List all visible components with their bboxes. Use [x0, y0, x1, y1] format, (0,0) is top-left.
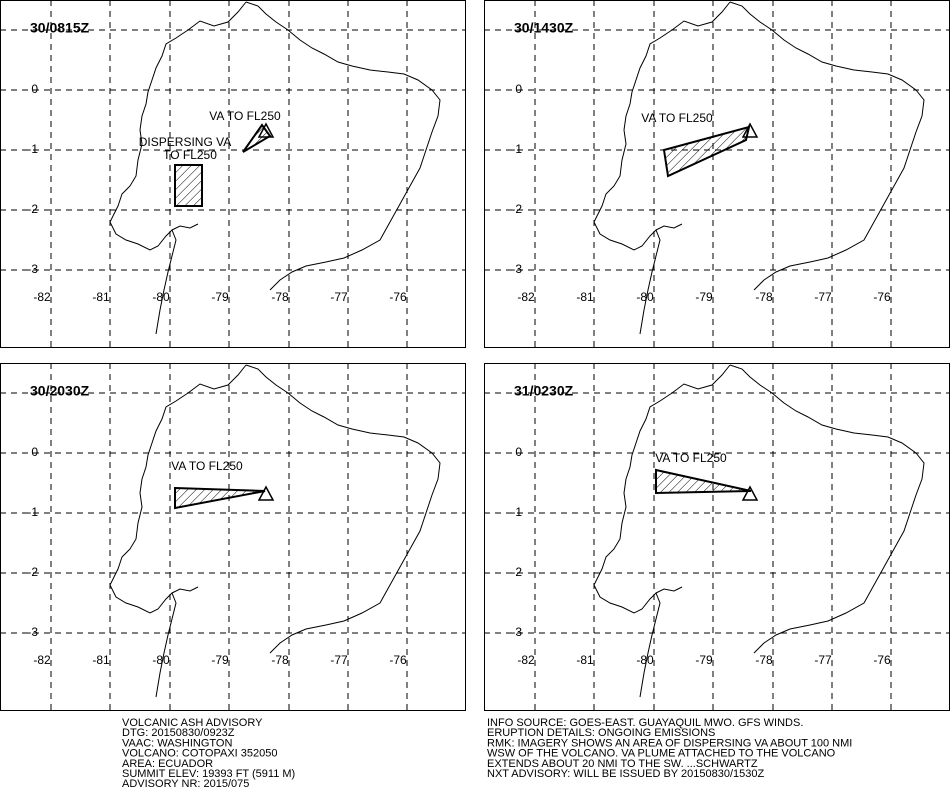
lon-label: -81: [576, 653, 594, 667]
lat-label: 0: [515, 82, 522, 96]
lon-label: -81: [92, 290, 110, 304]
lon-label: -79: [695, 290, 713, 304]
lon-label: -79: [211, 653, 229, 667]
valid-time: 30/2030Z: [30, 383, 90, 399]
lat-label: -1: [511, 142, 522, 156]
advisory-line: VOLCANIC ASH ADVISORY: [122, 717, 263, 729]
border: [171, 223, 199, 231]
volcano-marker: [257, 485, 275, 501]
lat-label: 0: [31, 82, 38, 96]
advisory-line: AREA: ECUADOR: [122, 758, 213, 770]
lon-label: -79: [211, 290, 229, 304]
border: [655, 586, 683, 594]
volcano-marker: [741, 122, 759, 138]
lat-label: -2: [27, 565, 38, 579]
lat-label: 0: [31, 445, 38, 459]
lat-label: -1: [511, 505, 522, 519]
annotation: TO FL250: [163, 148, 217, 162]
lat-label: -2: [27, 202, 38, 216]
valid-time: 30/0815Z: [30, 20, 90, 36]
map-panel: 0 -1 -2 -3 -82 -81 -80 -79 -78 -77 -76 31/0230Z VA T…: [484, 363, 950, 711]
ash-area: [174, 164, 203, 207]
lon-label: -78: [755, 653, 773, 667]
border: [245, 364, 441, 654]
ash-area: [242, 123, 272, 153]
advisory-line: ERUPTION DETAILS: ONGOING EMISSIONS: [487, 727, 715, 739]
advisory-line: INFO SOURCE: GOES-EAST. GUAYAQUIL MWO. G…: [487, 717, 803, 729]
lat-label: -1: [27, 142, 38, 156]
lon-label: -78: [271, 653, 289, 667]
border: [245, 1, 441, 291]
border: [655, 223, 683, 231]
coastline: [593, 364, 731, 698]
volcano-marker: [257, 122, 275, 138]
annotation: VA TO FL250: [171, 459, 243, 473]
lon-label: -76: [389, 653, 407, 667]
lon-label: -79: [695, 653, 713, 667]
panel-frame: [0, 0, 466, 348]
advisory-line: DTG: 20150830/0923Z: [122, 727, 235, 739]
advisory-line: SUMMIT ELEV: 19393 FT (5911 M): [122, 768, 295, 780]
ash-area: [174, 486, 266, 510]
coastline: [109, 1, 247, 335]
valid-time: 30/1430Z: [514, 20, 574, 36]
annotation: VA TO FL250: [209, 109, 281, 123]
annotation: DISPERSING VA: [139, 135, 231, 149]
lat-label: -3: [511, 625, 522, 639]
advisory-line: NXT ADVISORY: WILL BE ISSUED BY 20150830…: [487, 768, 764, 780]
lat-label: -1: [27, 505, 38, 519]
ash-area: [655, 468, 752, 495]
map-panel: 0 -1 -2 -3 -82 -81 -80 -79 -78 -77 -76 30/0815Z VA T…: [0, 0, 466, 348]
lon-label: -80: [152, 290, 170, 304]
lon-label: -81: [576, 290, 594, 304]
lat-label: -3: [511, 262, 522, 276]
advisory-line: VAAC: WASHINGTON: [122, 737, 232, 749]
border: [729, 1, 925, 291]
advisory-line: ADVISORY NR: 2015/075: [122, 778, 249, 790]
volcano-marker: [741, 485, 759, 501]
lon-label: -76: [873, 290, 891, 304]
coastline: [593, 1, 731, 335]
lon-label: -82: [33, 290, 51, 304]
lat-label: -3: [27, 625, 38, 639]
valid-time: 31/0230Z: [514, 383, 574, 399]
lon-label: -78: [271, 290, 289, 304]
lon-label: -76: [873, 653, 891, 667]
coastline: [109, 364, 247, 698]
lon-label: -77: [814, 290, 832, 304]
lat-label: 0: [515, 445, 522, 459]
border: [729, 364, 925, 654]
lon-label: -80: [636, 290, 654, 304]
lon-label: -80: [636, 653, 654, 667]
lon-label: -77: [330, 290, 348, 304]
lon-label: -82: [517, 653, 535, 667]
lon-label: -76: [389, 290, 407, 304]
annotation: VA TO FL250: [655, 451, 727, 465]
lon-label: -80: [152, 653, 170, 667]
lat-label: -3: [27, 262, 38, 276]
map-panel: 0 -1 -2 -3 -82 -81 -80 -79 -78 -77 -76 30/1430Z VA T…: [484, 0, 950, 348]
border: [171, 586, 199, 594]
lat-label: -2: [511, 202, 522, 216]
ash-area: [662, 125, 751, 178]
lon-label: -82: [33, 653, 51, 667]
lon-label: -78: [755, 290, 773, 304]
advisory-line: WSW OF THE VOLCANO. VA PLUME ATTACHED TO…: [487, 748, 836, 760]
lat-label: -2: [511, 565, 522, 579]
advisory-line: VOLCANO: COTOPAXI 352050: [122, 748, 278, 760]
advisory-line: EXTENDS ABOUT 20 NMI TO THE SW. ...SCHWA…: [487, 758, 758, 770]
lon-label: -77: [814, 653, 832, 667]
lon-label: -81: [92, 653, 110, 667]
advisory-line: RMK: IMAGERY SHOWS AN AREA OF DISPERSING…: [487, 737, 852, 749]
panel-frame: [0, 363, 466, 711]
annotation: VA TO FL250: [641, 111, 713, 125]
lon-label: -82: [517, 290, 535, 304]
map-panel: 0 -1 -2 -3 -82 -81 -80 -79 -78 -77 -76 30/2030Z VA T…: [0, 363, 466, 711]
lon-label: -77: [330, 653, 348, 667]
